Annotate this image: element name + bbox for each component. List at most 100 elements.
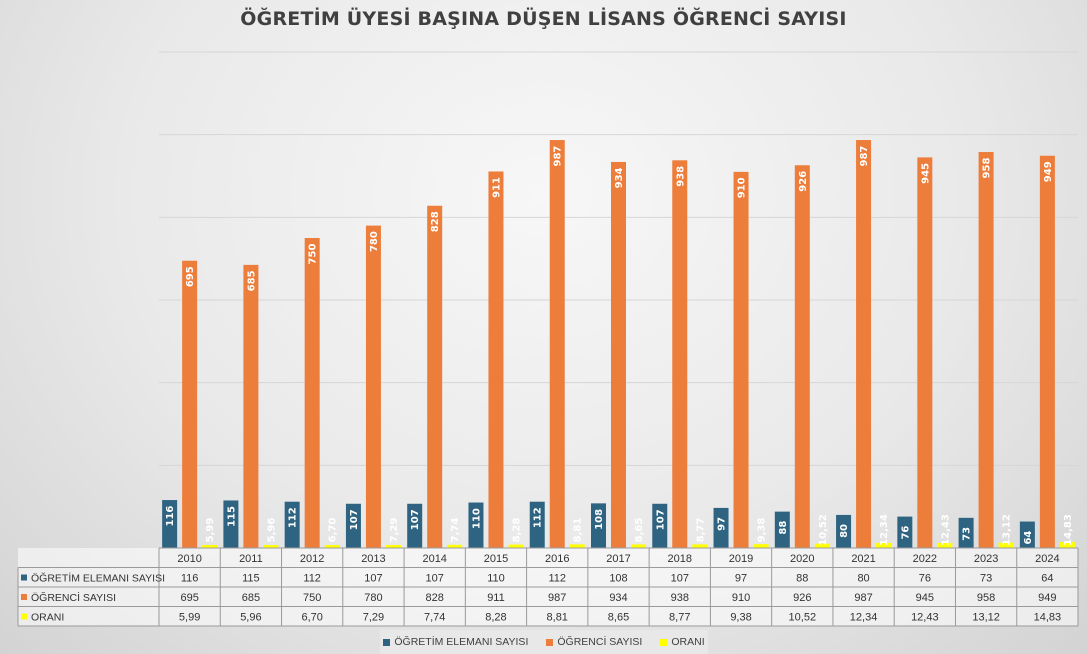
legend-label-ogrenci: ÖĞRENCİ SAYISI — [557, 636, 643, 648]
bar — [998, 542, 1014, 548]
table-cell: 115 — [242, 573, 260, 585]
x-tick-label: 2024 — [1035, 553, 1059, 565]
bar — [385, 544, 401, 548]
bar — [284, 501, 300, 548]
bar — [876, 542, 892, 548]
data-label: 116 — [165, 506, 176, 527]
bar — [1019, 521, 1035, 548]
data-label: 8,28 — [511, 518, 522, 543]
bar — [182, 260, 198, 548]
table-cell: 108 — [609, 573, 627, 585]
bar — [427, 205, 443, 548]
table-cell: 13,12 — [972, 612, 1000, 624]
bar — [468, 502, 484, 548]
table-cell: 8,77 — [669, 612, 690, 624]
legend-label-ogretim-elemani: ÖĞRETİM ELEMANI SAYISI — [394, 636, 529, 648]
bar — [324, 545, 340, 548]
data-label: 73 — [962, 527, 973, 541]
table-row-header: ORANI — [31, 612, 64, 624]
table-cell: 780 — [364, 592, 382, 604]
data-label: 7,74 — [450, 518, 461, 543]
data-label: 10,52 — [818, 514, 829, 546]
data-label: 8,65 — [634, 518, 645, 543]
bar — [794, 165, 810, 548]
table-cell: 64 — [1041, 573, 1053, 585]
bar — [856, 140, 872, 549]
data-label: 828 — [430, 211, 441, 232]
data-label: 934 — [614, 167, 625, 188]
table-cell: 97 — [735, 573, 747, 585]
data-label: 80 — [839, 524, 850, 538]
table-cell: 938 — [671, 592, 689, 604]
data-label: 14,83 — [1063, 514, 1074, 546]
data-label: 107 — [349, 509, 360, 530]
data-label: 5,96 — [266, 518, 277, 543]
table-cell: 926 — [793, 592, 811, 604]
table-cell: 8,65 — [608, 612, 629, 624]
legend-label-orani: ORANI — [671, 636, 705, 648]
x-tick-label: 2020 — [790, 553, 814, 565]
bar — [508, 544, 524, 548]
data-label: 695 — [185, 266, 196, 287]
data-label: 88 — [778, 521, 789, 535]
legend-swatch-ogretim-elemani — [383, 638, 391, 646]
bar — [937, 542, 953, 548]
table-cell: 76 — [919, 573, 931, 585]
bar — [897, 516, 913, 548]
table-row-header: ÖĞRENCİ SAYISI — [31, 591, 116, 604]
data-label: 112 — [288, 507, 299, 528]
data-label: 115 — [226, 506, 237, 527]
table-cell: 987 — [548, 592, 566, 604]
table-cell: 112 — [303, 573, 321, 585]
bar — [407, 503, 423, 548]
data-label: 108 — [594, 509, 605, 530]
data-label: 97 — [717, 517, 728, 531]
data-label: 12,34 — [879, 514, 890, 546]
table-cell: 7,29 — [363, 612, 384, 624]
x-tick-label: 2014 — [422, 553, 446, 565]
bar — [631, 544, 646, 548]
x-tick-label: 2023 — [974, 553, 998, 565]
bar — [917, 157, 933, 548]
data-label: 926 — [798, 171, 809, 192]
bar — [652, 503, 668, 548]
x-tick-label: 2019 — [729, 553, 753, 565]
data-label: 780 — [369, 231, 380, 252]
table-cell: 112 — [548, 573, 566, 585]
bar — [202, 545, 218, 548]
table-cell: 5,96 — [240, 612, 261, 624]
bar — [753, 544, 769, 548]
bar — [569, 544, 585, 548]
bar — [162, 500, 178, 548]
table-cell: 116 — [181, 573, 199, 585]
bar — [958, 517, 974, 548]
x-tick-label: 2012 — [300, 553, 324, 565]
table-cell: 107 — [364, 573, 382, 585]
bar — [304, 238, 320, 548]
table-legend-key — [21, 574, 27, 581]
data-label: 987 — [553, 146, 564, 167]
data-label: 8,81 — [573, 518, 584, 543]
data-label: 910 — [737, 177, 748, 198]
table-cell: 14,83 — [1034, 612, 1062, 624]
table-cell: 12,43 — [911, 612, 939, 624]
table-cell: 685 — [242, 592, 260, 604]
data-label: 107 — [410, 509, 421, 530]
data-label: 107 — [655, 509, 666, 530]
data-label: 13,12 — [1002, 514, 1013, 546]
table-legend-key — [21, 594, 27, 600]
bar — [814, 543, 830, 548]
bar — [1059, 541, 1075, 548]
bar — [488, 171, 504, 548]
table-cell: 5,99 — [179, 612, 200, 624]
table-cell: 828 — [426, 592, 444, 604]
table-cell: 8,28 — [485, 612, 506, 624]
bar — [243, 264, 259, 548]
bar — [672, 160, 688, 548]
bar — [1039, 155, 1055, 548]
table-cell: 73 — [980, 573, 992, 585]
bar — [713, 507, 729, 548]
bar — [365, 225, 381, 548]
data-label: 958 — [982, 158, 993, 179]
